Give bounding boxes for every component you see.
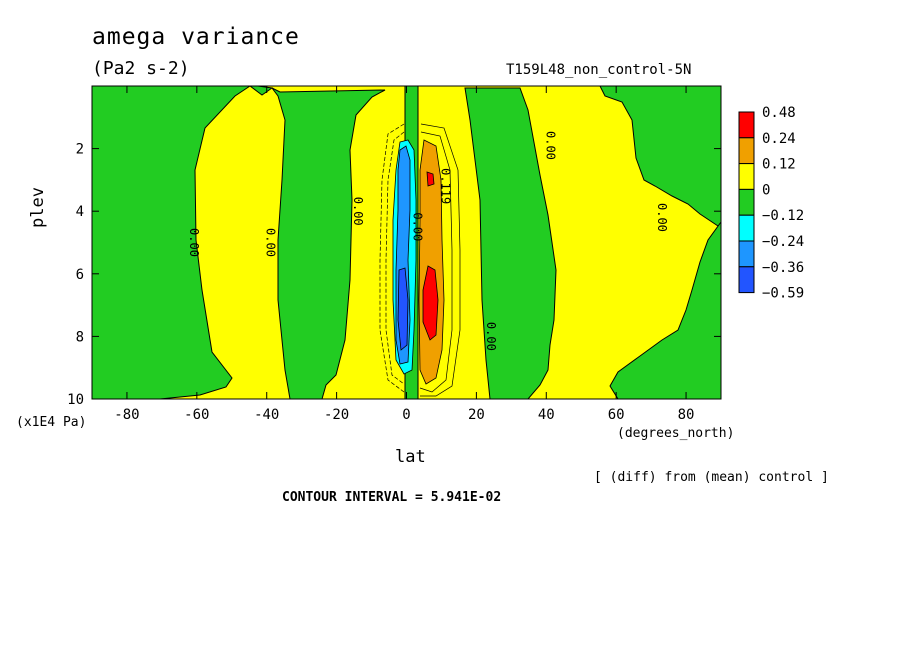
x-tick-label: 0 <box>402 407 410 423</box>
contour-label: 0.00 <box>543 131 557 160</box>
colorbar-label: 0.24 <box>762 131 796 147</box>
x-tick-label: -40 <box>254 407 279 423</box>
x-tick-label: -60 <box>184 407 209 423</box>
contour-line <box>420 123 461 397</box>
contour-line <box>385 131 405 385</box>
colorbar-swatch <box>738 137 755 165</box>
y-axis-unit: (x1E4 Pa) <box>16 415 87 430</box>
colorbar-swatch <box>738 266 755 294</box>
colorbar-legend: 0.48 0.24 0.12 0 −0.12 −0.24 −0.36 −0.59 <box>738 105 804 302</box>
x-tick-label: 40 <box>538 407 555 423</box>
run-name: T159L48_non_control-5N <box>506 62 692 78</box>
contour-line <box>419 131 453 393</box>
colorbar-label: −0.36 <box>762 260 804 276</box>
colorbar-label: −0.59 <box>762 286 804 302</box>
plot-area <box>91 85 722 400</box>
contour-label: 0.00 <box>655 203 669 232</box>
y-tick-label: 4 <box>76 204 84 220</box>
colorbar-label: 0.12 <box>762 157 796 173</box>
x-tick-label: -80 <box>114 407 139 423</box>
contour-label: 0.00 <box>264 228 278 257</box>
x-tick-label: 20 <box>468 407 485 423</box>
colorbar-label: −0.12 <box>762 208 804 224</box>
contour-interval: CONTOUR INTERVAL = 5.941E-02 <box>282 490 502 505</box>
colorbar-label: 0.48 <box>762 105 796 121</box>
y-axis-label: plev <box>28 187 48 228</box>
positive-band-red-upper <box>426 171 435 187</box>
x-axis-label: lat <box>395 447 426 467</box>
green-region-mid <box>271 87 386 400</box>
contour-label: 0.00 <box>484 322 498 351</box>
contour-label: 0.00 <box>410 212 424 241</box>
diff-note: [ (diff) from (mean) control ] <box>594 470 829 485</box>
contour-label: 0.119 <box>438 168 452 204</box>
x-tick-label: 80 <box>678 407 695 423</box>
colorbar-swatch <box>738 111 755 139</box>
colorbar-swatch <box>738 163 755 190</box>
green-region-east <box>464 87 557 400</box>
colorbar-label: −0.24 <box>762 234 804 250</box>
x-tick-label: 60 <box>608 407 625 423</box>
y-tick-label: 8 <box>76 329 84 345</box>
axes: -80 -60 -40 -20 0 20 40 60 80 2 4 6 8 10 <box>67 86 721 423</box>
chart-title: amega variance <box>92 24 300 50</box>
colorbar-swatch <box>738 240 755 268</box>
colorbar-label: 0 <box>762 182 770 198</box>
contour-label: 0.00 <box>187 228 201 257</box>
x-axis-unit: (degrees_north) <box>617 426 735 441</box>
contour-line <box>379 123 405 393</box>
y-tick-label: 2 <box>76 142 84 158</box>
y-tick-label: 6 <box>76 267 84 283</box>
contour-labels: 0.00 0.00 0.00 0.00 0.119 0.00 0.00 0.00 <box>187 131 669 351</box>
negative-band-blue <box>397 267 409 351</box>
y-tick-label: 10 <box>67 392 84 408</box>
colorbar-swatch <box>738 214 755 242</box>
green-region-south <box>91 85 274 400</box>
chart-units: (Pa2 s-2) <box>92 58 190 79</box>
contour-label: 0.00 <box>351 197 365 226</box>
x-tick-label: -20 <box>324 407 349 423</box>
positive-band-red-lower <box>422 265 439 341</box>
colorbar-swatch <box>738 188 755 216</box>
